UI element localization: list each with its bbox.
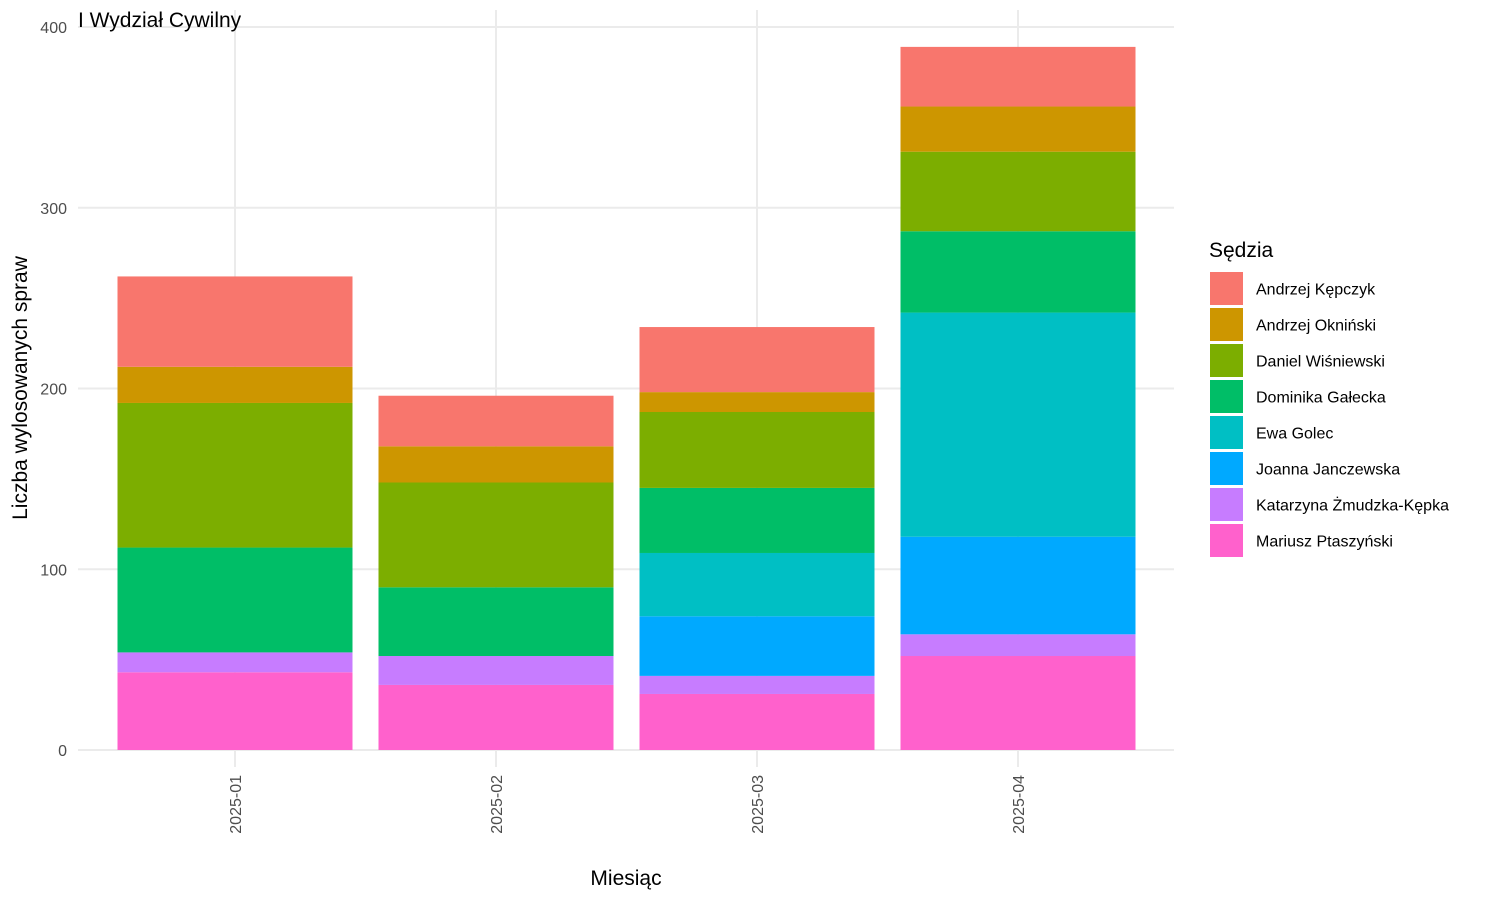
bar-segment	[900, 106, 1136, 152]
legend-item: Dominika Gałecka	[1210, 380, 1386, 413]
bar-segment	[900, 656, 1136, 750]
legend-key	[1210, 380, 1243, 413]
bar-segment	[117, 366, 353, 403]
chart-title: I Wydział Cywilny	[78, 9, 242, 32]
legend-key	[1210, 308, 1243, 341]
bar-segment	[378, 395, 614, 447]
bar-segment	[378, 446, 614, 483]
bar-segment	[639, 675, 875, 694]
legend-item: Mariusz Ptaszyński	[1210, 524, 1393, 557]
legend-key	[1210, 452, 1243, 485]
y-tick-label: 400	[40, 20, 67, 37]
legend-label: Daniel Wiśniewski	[1256, 354, 1385, 371]
bar-stack	[639, 327, 875, 750]
legend-label: Ewa Golec	[1256, 426, 1333, 443]
legend-key	[1210, 524, 1243, 557]
bar-segment	[639, 327, 875, 393]
legend-items: Andrzej Kępczyk Andrzej Okniński Daniel Wi…	[1210, 272, 1449, 557]
bar-segment	[900, 151, 1136, 232]
bar-segment	[900, 536, 1136, 635]
bar-segment	[900, 231, 1136, 313]
legend-label: Joanna Janczewska	[1256, 462, 1400, 479]
y-axis-title: Liczba wylosowanych spraw	[9, 255, 32, 520]
x-axis-ticks: 2025-01 2025-02 2025-03 2025-04	[228, 775, 1028, 834]
x-tick-label: 2025-02	[489, 775, 506, 834]
bar-stack	[900, 46, 1136, 750]
bar-segment	[639, 616, 875, 676]
x-tick-label: 2025-01	[228, 775, 245, 834]
bar-segment	[117, 547, 353, 653]
bar-segment	[639, 392, 875, 412]
bar-segment	[639, 552, 875, 617]
bar-segment	[378, 684, 614, 750]
x-axis-title: Miesiąc	[590, 867, 661, 890]
legend-key	[1210, 416, 1243, 449]
bar-segment	[378, 656, 614, 685]
legend-label: Andrzej Okniński	[1256, 318, 1376, 335]
x-tick-label: 2025-04	[1011, 775, 1028, 834]
bars	[117, 46, 1136, 750]
bar-segment	[117, 276, 353, 367]
legend-item: Andrzej Kępczyk	[1210, 272, 1376, 305]
bar-segment	[639, 411, 875, 488]
legend-item: Daniel Wiśniewski	[1210, 344, 1385, 377]
legend-item: Katarzyna Żmudzka-Kępka	[1210, 488, 1449, 521]
bar-segment	[900, 634, 1136, 657]
bar-segment	[900, 46, 1136, 107]
bar-segment	[117, 672, 353, 750]
bar-segment	[639, 487, 875, 553]
legend-key	[1210, 344, 1243, 377]
bar-stack	[117, 276, 353, 750]
legend-label: Dominika Gałecka	[1256, 390, 1386, 407]
y-tick-label: 0	[58, 743, 67, 760]
legend: Sędzia Andrzej Kępczyk Andrzej Okniński Da…	[1209, 239, 1449, 557]
bar-segment	[117, 402, 353, 548]
y-axis-ticks: 0 100 200 300 400	[40, 20, 67, 760]
bar-segment	[378, 587, 614, 657]
bar-segment	[900, 312, 1136, 537]
legend-key	[1210, 488, 1243, 521]
bar-segment	[378, 482, 614, 588]
y-tick-label: 200	[40, 382, 67, 399]
legend-title: Sędzia	[1209, 239, 1274, 262]
legend-item: Joanna Janczewska	[1210, 452, 1400, 485]
legend-label: Katarzyna Żmudzka-Kępka	[1256, 496, 1449, 515]
y-tick-label: 100	[40, 562, 67, 579]
legend-label: Andrzej Kępczyk	[1256, 282, 1376, 299]
legend-item: Ewa Golec	[1210, 416, 1333, 449]
legend-key	[1210, 272, 1243, 305]
y-tick-label: 300	[40, 201, 67, 218]
bar-stack	[378, 395, 614, 750]
bar-segment	[117, 652, 353, 673]
x-tick-label: 2025-03	[750, 775, 767, 834]
legend-label: Mariusz Ptaszyński	[1256, 534, 1393, 551]
bar-segment	[639, 693, 875, 750]
legend-item: Andrzej Okniński	[1210, 308, 1376, 341]
